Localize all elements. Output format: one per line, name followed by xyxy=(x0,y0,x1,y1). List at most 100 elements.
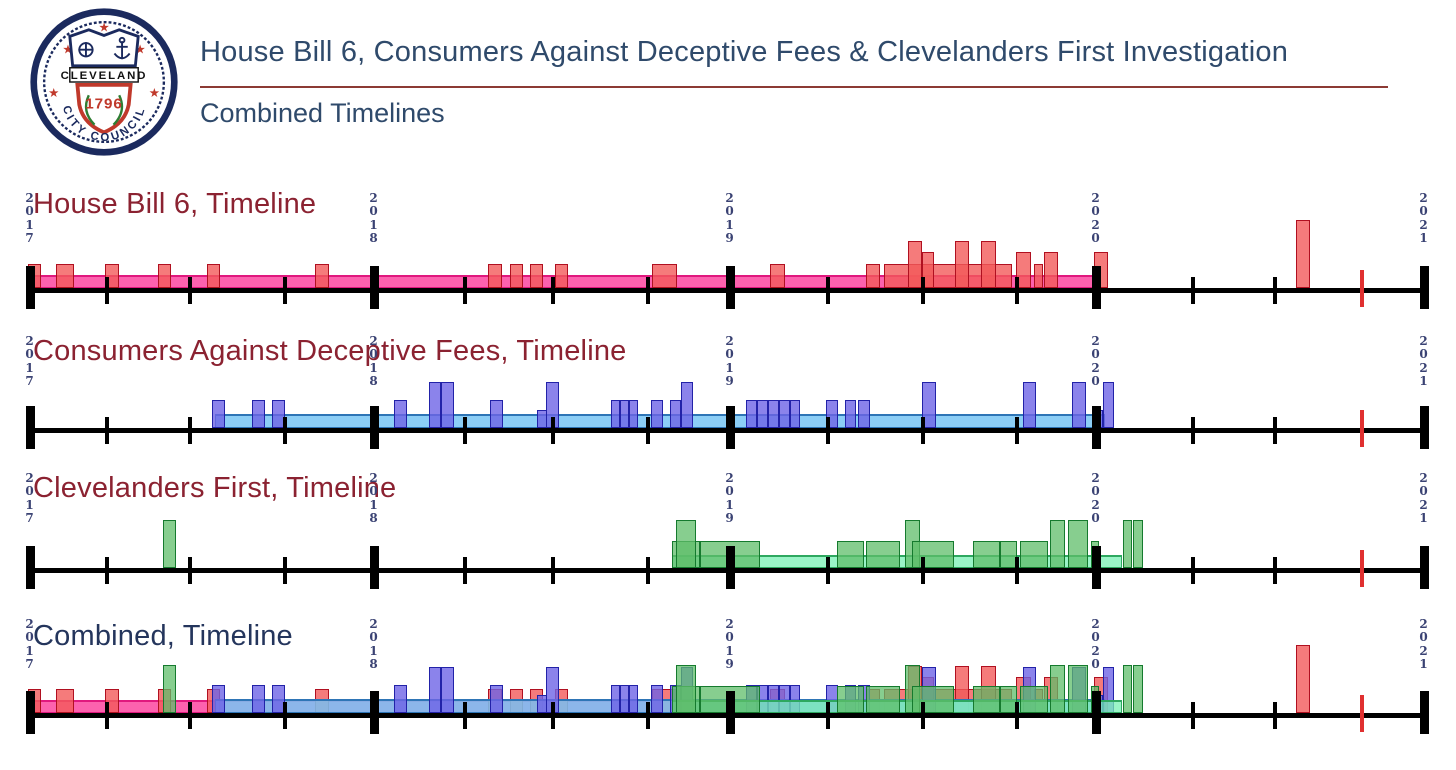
year-label: 2019 xyxy=(725,191,734,246)
activity-bar xyxy=(163,665,176,713)
activity-bar xyxy=(56,689,74,713)
activity-bar xyxy=(845,400,856,428)
minor-tick xyxy=(921,557,925,584)
year-label: 2018 xyxy=(369,471,378,526)
activity-bar xyxy=(837,541,864,568)
seal-name-band xyxy=(69,67,139,83)
activity-bar xyxy=(272,685,285,713)
minor-tick xyxy=(1015,417,1019,444)
minor-tick xyxy=(1015,277,1019,304)
activity-bar xyxy=(768,400,779,428)
activity-bar xyxy=(394,685,407,713)
minor-tick xyxy=(646,277,650,304)
activity-bar xyxy=(1050,520,1065,568)
minor-tick xyxy=(463,277,467,304)
activity-bar xyxy=(922,382,936,428)
activity-bar xyxy=(1020,541,1048,568)
year-tick xyxy=(726,266,735,309)
minor-tick xyxy=(1015,702,1019,729)
today-tick xyxy=(1360,410,1364,447)
activity-bar xyxy=(1034,264,1043,288)
activity-bar xyxy=(429,667,441,713)
year-label: 2021 xyxy=(1419,471,1428,526)
svg-text:★: ★ xyxy=(62,43,73,57)
minor-tick xyxy=(105,557,109,584)
activity-bar xyxy=(620,400,629,428)
year-tick xyxy=(370,266,379,309)
activity-bar xyxy=(272,400,285,428)
year-tick xyxy=(26,546,35,589)
minor-tick xyxy=(283,277,287,304)
activity-bar xyxy=(651,400,663,428)
year-label: 2021 xyxy=(1419,191,1428,246)
activity-bar xyxy=(212,685,225,713)
seal-laurel xyxy=(84,94,124,126)
year-tick xyxy=(370,546,379,589)
minor-tick xyxy=(1273,277,1277,304)
svg-text:★: ★ xyxy=(149,86,160,100)
minor-tick xyxy=(646,557,650,584)
minor-tick xyxy=(551,417,555,444)
minor-tick xyxy=(188,417,192,444)
activity-bar xyxy=(912,541,954,568)
minor-tick xyxy=(826,417,830,444)
year-tick xyxy=(370,691,379,734)
year-label: 2017 xyxy=(25,191,34,246)
minor-tick xyxy=(463,557,467,584)
year-label: 2017 xyxy=(25,617,34,672)
year-tick xyxy=(1092,266,1101,309)
activity-bar xyxy=(651,685,663,713)
activity-bar xyxy=(315,264,329,288)
minor-tick xyxy=(1273,702,1277,729)
year-tick xyxy=(1092,546,1101,589)
year-label: 2018 xyxy=(369,191,378,246)
minor-tick xyxy=(826,557,830,584)
activity-bar xyxy=(629,400,638,428)
activity-bar xyxy=(620,685,629,713)
activity-bar xyxy=(1044,252,1058,288)
activity-bar xyxy=(866,264,880,288)
year-tick xyxy=(370,406,379,449)
activity-bar xyxy=(1068,665,1088,713)
activity-bar xyxy=(1133,520,1143,568)
cleveland-city-council-seal: ★ ★ ★ ★ ★ CLEVELAND 1796 CITY COUNCIL xyxy=(30,8,178,156)
seal-crest-emblems xyxy=(78,36,131,60)
year-tick xyxy=(1420,406,1429,449)
minor-tick xyxy=(1191,277,1195,304)
activity-bar xyxy=(912,686,954,713)
activity-bar xyxy=(555,264,568,288)
activity-bar xyxy=(1296,645,1310,713)
svg-text:★: ★ xyxy=(98,21,109,35)
minor-tick xyxy=(646,702,650,729)
minor-tick xyxy=(188,277,192,304)
year-tick xyxy=(726,546,735,589)
year-tick xyxy=(1420,546,1429,589)
minor-tick xyxy=(1273,417,1277,444)
year-tick xyxy=(726,406,735,449)
activity-bar xyxy=(629,685,638,713)
minor-tick xyxy=(1191,702,1195,729)
svg-text:★: ★ xyxy=(48,86,59,100)
minor-tick xyxy=(1015,557,1019,584)
activity-bar xyxy=(56,264,74,288)
year-tick xyxy=(26,691,35,734)
activity-bar xyxy=(429,382,441,428)
minor-tick xyxy=(105,702,109,729)
timeline-title: House Bill 6, Timeline xyxy=(33,188,317,220)
page-title: House Bill 6, Consumers Against Deceptiv… xyxy=(200,36,1289,68)
activity-bar xyxy=(670,400,681,428)
minor-tick xyxy=(283,417,287,444)
activity-bar xyxy=(1103,382,1114,428)
year-tick xyxy=(1420,266,1429,309)
seal-rope-ring xyxy=(42,20,166,144)
activity-bar xyxy=(1123,665,1132,713)
page-subtitle: Combined Timelines xyxy=(200,98,445,128)
seal-city-name: CLEVELAND xyxy=(61,70,148,82)
activity-bar xyxy=(1000,686,1017,713)
activity-bar xyxy=(676,665,696,713)
activity-bar xyxy=(770,264,785,288)
minor-tick xyxy=(551,277,555,304)
activity-bar xyxy=(1072,382,1086,428)
year-tick xyxy=(726,691,735,734)
year-label: 2018 xyxy=(369,334,378,389)
